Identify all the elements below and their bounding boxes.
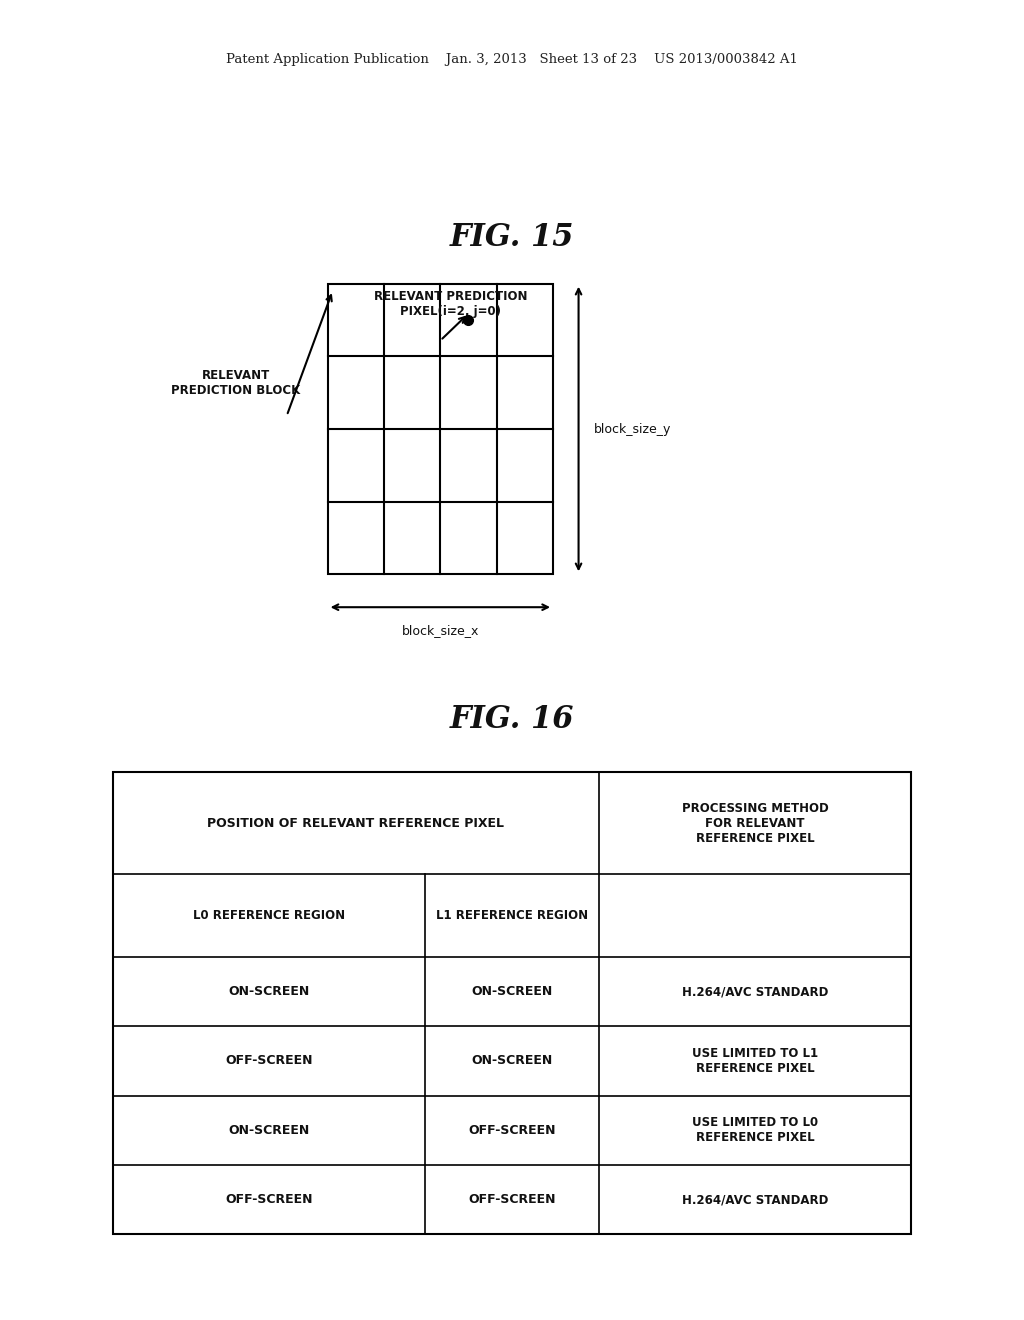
Text: ON-SCREEN: ON-SCREEN — [471, 985, 553, 998]
Text: H.264/AVC STANDARD: H.264/AVC STANDARD — [682, 985, 828, 998]
Text: H.264/AVC STANDARD: H.264/AVC STANDARD — [682, 1193, 828, 1206]
Text: USE LIMITED TO L1
REFERENCE PIXEL: USE LIMITED TO L1 REFERENCE PIXEL — [692, 1047, 818, 1074]
Text: ON-SCREEN: ON-SCREEN — [228, 1123, 309, 1137]
Text: FIG. 15: FIG. 15 — [450, 222, 574, 253]
Text: RELEVANT
PREDICTION BLOCK: RELEVANT PREDICTION BLOCK — [171, 368, 300, 397]
Text: FIG. 16: FIG. 16 — [450, 704, 574, 735]
Text: ON-SCREEN: ON-SCREEN — [228, 985, 309, 998]
Text: RELEVANT PREDICTION
PIXEL(i=2, j=0): RELEVANT PREDICTION PIXEL(i=2, j=0) — [374, 289, 527, 318]
Text: Patent Application Publication    Jan. 3, 2013   Sheet 13 of 23    US 2013/00038: Patent Application Publication Jan. 3, 2… — [226, 53, 798, 66]
Text: L1 REFERENCE REGION: L1 REFERENCE REGION — [436, 909, 588, 921]
Bar — [328, 284, 553, 574]
Text: block_size_x: block_size_x — [401, 624, 479, 638]
Text: POSITION OF RELEVANT REFERENCE PIXEL: POSITION OF RELEVANT REFERENCE PIXEL — [207, 817, 505, 829]
Text: block_size_y: block_size_y — [594, 422, 672, 436]
Text: L0 REFERENCE REGION: L0 REFERENCE REGION — [193, 909, 345, 921]
Text: PROCESSING METHOD
FOR RELEVANT
REFERENCE PIXEL: PROCESSING METHOD FOR RELEVANT REFERENCE… — [682, 801, 828, 845]
Text: ON-SCREEN: ON-SCREEN — [471, 1055, 553, 1068]
Bar — [113, 772, 911, 1234]
Text: OFF-SCREEN: OFF-SCREEN — [225, 1055, 312, 1068]
Text: OFF-SCREEN: OFF-SCREEN — [468, 1123, 556, 1137]
Text: USE LIMITED TO L0
REFERENCE PIXEL: USE LIMITED TO L0 REFERENCE PIXEL — [692, 1117, 818, 1144]
Text: OFF-SCREEN: OFF-SCREEN — [468, 1193, 556, 1206]
Text: OFF-SCREEN: OFF-SCREEN — [225, 1193, 312, 1206]
